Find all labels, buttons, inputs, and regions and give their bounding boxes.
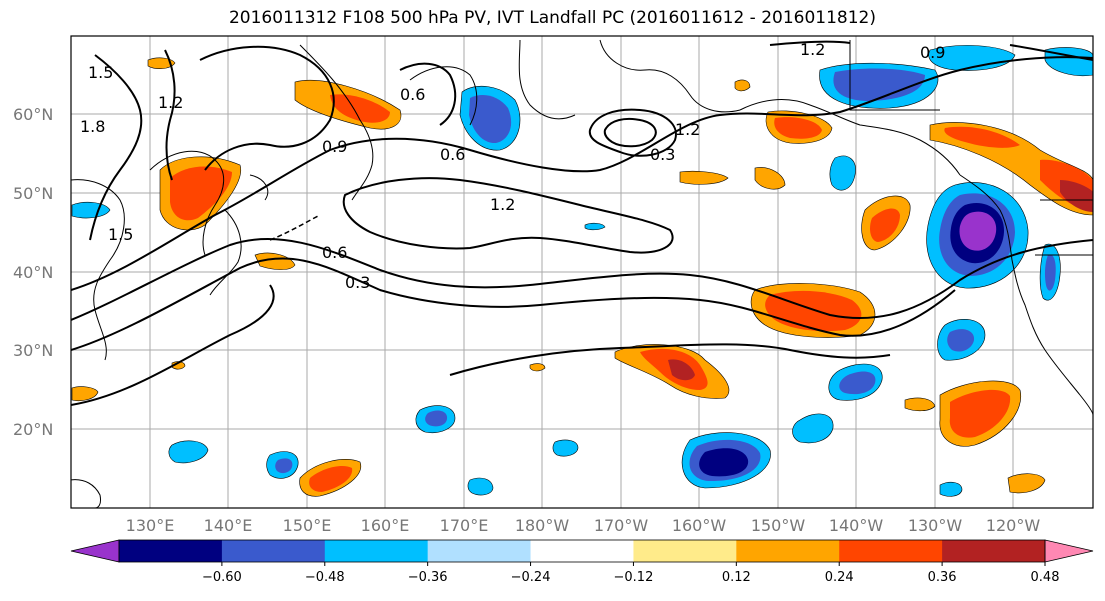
lon-label: 150°E — [283, 516, 332, 535]
contour-label: 1.8 — [80, 117, 105, 136]
contour-label: 1.5 — [88, 63, 113, 82]
colorbar-tick-label: 0.12 — [722, 570, 751, 585]
colorbar-tick-label: −0.60 — [202, 570, 242, 585]
colorbar-tick-label: 0.24 — [825, 570, 854, 585]
lon-label: 170°W — [594, 516, 649, 535]
contour-label: 1.2 — [800, 40, 825, 59]
colorbar-tick-label: −0.36 — [408, 570, 448, 585]
contour-label: 1.5 — [108, 225, 133, 244]
colorbar-outline — [118, 539, 1046, 563]
contour-label: 1.2 — [675, 120, 700, 139]
contour-label: 0.6 — [440, 145, 465, 164]
contour-label: 0.6 — [322, 243, 347, 262]
colorbar-segment — [633, 540, 737, 562]
pv-contours — [71, 40, 1093, 406]
lon-labels: 130°E 140°E 150°E 160°E 170°E 180°W 170°… — [126, 516, 1041, 535]
colorbar-tick-label: 0.48 — [1031, 570, 1060, 585]
lat-label: 20°N — [13, 420, 53, 439]
colorbar-tick-label: −0.48 — [305, 570, 345, 585]
coastlines — [71, 39, 1093, 508]
lon-label: 170°E — [440, 516, 489, 535]
contour-label: 0.3 — [650, 145, 675, 164]
colorbar-extend-high — [1044, 539, 1094, 563]
colorbar-segment — [119, 540, 223, 562]
contour-label: 0.9 — [322, 137, 347, 156]
colorbar-segment — [427, 540, 532, 562]
lat-label: 60°N — [13, 105, 53, 124]
colorbar-tick-label: 0.36 — [928, 570, 957, 585]
contour-label-group: 1.5 1.2 1.8 0.9 0.6 1.2 0.6 0.3 1.5 1.2 … — [80, 40, 945, 292]
colorbar-segment — [736, 540, 840, 562]
lon-label: 130°E — [126, 516, 175, 535]
colorbar-extend-low — [70, 539, 120, 563]
colorbar-segment — [839, 540, 943, 562]
contour-label: 1.2 — [490, 195, 515, 214]
lon-label: 160°E — [361, 516, 410, 535]
colorbar-tick-label: −0.12 — [614, 570, 654, 585]
lon-label: 140°E — [204, 516, 253, 535]
plot-frame — [70, 35, 1094, 509]
contour-label: 0.3 — [345, 273, 370, 292]
colorbar-tick-label: −0.24 — [511, 570, 551, 585]
colorbar: −0.60 −0.48 −0.36 −0.24 −0.12 0.12 0.24 0.36 0.4… — [70, 539, 1094, 585]
lat-labels: 60°N 50°N 40°N 30°N 20°N — [13, 105, 53, 439]
dashed-front — [269, 214, 321, 241]
lon-label: 140°W — [829, 516, 884, 535]
lat-label: 50°N — [13, 184, 53, 203]
lat-label: 40°N — [13, 263, 53, 282]
lat-label: 30°N — [13, 341, 53, 360]
colorbar-segment — [530, 540, 634, 562]
colorbar-segment — [324, 540, 429, 562]
contour-label: 0.9 — [920, 43, 945, 62]
contour-label: 0.6 — [400, 85, 425, 104]
lon-label: 130°W — [908, 516, 963, 535]
colorbar-segment — [221, 540, 326, 562]
colorbar-segment — [942, 540, 1046, 562]
lon-label: 120°W — [986, 516, 1041, 535]
lon-label: 160°W — [672, 516, 727, 535]
contour-label: 1.2 — [158, 93, 183, 112]
lon-label: 180°W — [515, 516, 570, 535]
lon-label: 150°W — [751, 516, 806, 535]
map-title: 2016011312 F108 500 hPa PV, IVT Landfall… — [228, 8, 876, 28]
